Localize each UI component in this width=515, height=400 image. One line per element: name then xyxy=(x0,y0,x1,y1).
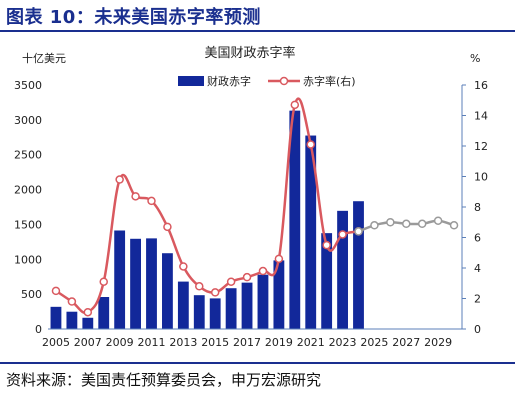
deficit-rate-marker xyxy=(99,277,108,286)
deficit-rate-marker xyxy=(274,254,284,264)
title-rule xyxy=(0,30,515,32)
legend: 财政赤字 赤字率(右) xyxy=(178,74,356,88)
deficit-bar xyxy=(146,238,157,329)
forecast-marker xyxy=(402,219,411,229)
right-axis-unit: % xyxy=(470,52,480,65)
left-tick-label: 1500 xyxy=(14,218,42,231)
x-tick-label: 2011 xyxy=(138,336,166,349)
deficit-bar xyxy=(337,210,348,329)
deficit-bar xyxy=(50,306,62,329)
source-rule xyxy=(0,362,515,364)
deficit-bar xyxy=(289,110,301,330)
right-tick-label: 12 xyxy=(474,140,488,153)
legend-label-line: 赤字率(右) xyxy=(303,74,356,88)
left-tick-label: 0 xyxy=(35,323,42,336)
left-tick-label: 3000 xyxy=(14,114,42,127)
deficit-bar xyxy=(177,281,189,329)
right-tick-label: 0 xyxy=(474,323,481,336)
deficit-rate-marker xyxy=(306,140,315,149)
deficit-rate-marker xyxy=(163,222,172,232)
deficit-bar xyxy=(98,297,110,329)
deficit-rate-marker xyxy=(179,262,188,271)
deficit-bar xyxy=(321,233,333,329)
deficit-bar xyxy=(66,311,78,329)
forecast-marker xyxy=(433,216,443,225)
deficit-bar xyxy=(353,201,364,329)
deficit-rate-marker xyxy=(51,286,61,296)
deficit-bar xyxy=(130,238,141,329)
x-tick-label: 2027 xyxy=(392,336,420,349)
deficit-rate-marker xyxy=(338,230,347,239)
right-tick-label: 4 xyxy=(474,262,481,275)
left-tick-label: 2500 xyxy=(14,149,42,162)
deficit-rate-marker xyxy=(258,266,268,276)
x-tick-label: 2029 xyxy=(424,336,452,349)
deficit-rate-marker xyxy=(290,100,300,110)
deficit-chart: 0 500 1000 1500 2000 2500 3000 3500 0 2 4 6 8 10 12 14 1… xyxy=(14,45,488,349)
deficit-bar xyxy=(82,317,94,329)
deficit-rate-marker xyxy=(242,272,252,282)
right-tick-label: 16 xyxy=(474,79,488,92)
deficit-rate-marker xyxy=(115,175,124,184)
x-tick-label: 2023 xyxy=(329,336,357,349)
right-tick-label: 14 xyxy=(474,110,488,123)
x-tick-label: 2017 xyxy=(233,336,261,349)
x-tick-label: 2009 xyxy=(106,336,134,349)
forecast-marker xyxy=(449,221,459,230)
left-tick-label: 1000 xyxy=(14,253,42,266)
x-tick-label: 2013 xyxy=(169,336,197,349)
deficit-rate-marker xyxy=(131,192,140,201)
left-tick-label: 3500 xyxy=(14,79,42,92)
forecast-marker xyxy=(386,218,395,227)
deficit-bar xyxy=(193,295,205,329)
legend-marker-line xyxy=(279,76,289,86)
x-tick-label: 2021 xyxy=(297,336,325,349)
forecast-marker xyxy=(354,227,363,236)
right-tick-label: 10 xyxy=(474,171,488,184)
deficit-bar xyxy=(162,253,173,329)
x-tick-label: 2005 xyxy=(42,336,70,349)
deficit-bar xyxy=(273,260,285,329)
forecast-marker xyxy=(417,219,427,229)
x-tick-label: 2007 xyxy=(74,336,102,349)
deficit-rate-marker xyxy=(147,196,156,206)
right-tick-label: 8 xyxy=(474,201,481,214)
legend-label-bar: 财政赤字 xyxy=(207,74,251,88)
legend-swatch-bar xyxy=(178,76,204,86)
deficit-rate-marker xyxy=(67,297,77,306)
left-tick-label: 500 xyxy=(21,288,42,301)
x-tick-label: 2025 xyxy=(360,336,388,349)
x-tick-label: 2019 xyxy=(265,336,293,349)
deficit-bar xyxy=(209,298,221,329)
deficit-rate-marker xyxy=(83,307,93,317)
right-tick-label: 6 xyxy=(474,232,481,245)
right-tick-label: 2 xyxy=(474,293,481,306)
deficit-bar xyxy=(225,288,237,329)
x-tick-label: 2015 xyxy=(201,336,229,349)
deficit-rate-marker xyxy=(226,277,236,286)
deficit-rate-marker xyxy=(322,240,331,250)
deficit-rate-marker xyxy=(195,282,204,291)
chart-title: 美国财政赤字率 xyxy=(204,45,295,61)
deficit-bar xyxy=(305,135,317,329)
left-axis-unit: 十亿美元 xyxy=(22,51,66,65)
forecast-marker xyxy=(370,221,379,230)
left-tick-label: 2000 xyxy=(14,184,42,197)
source-note: 资料来源：美国责任预算委员会，申万宏源研究 xyxy=(6,371,322,389)
deficit-rate-marker xyxy=(210,288,220,297)
deficit-bar xyxy=(257,274,269,329)
figure-title: 图表 10：未来美国赤字率预测 xyxy=(6,7,261,28)
deficit-bar xyxy=(241,282,253,329)
deficit-bar xyxy=(114,230,126,329)
